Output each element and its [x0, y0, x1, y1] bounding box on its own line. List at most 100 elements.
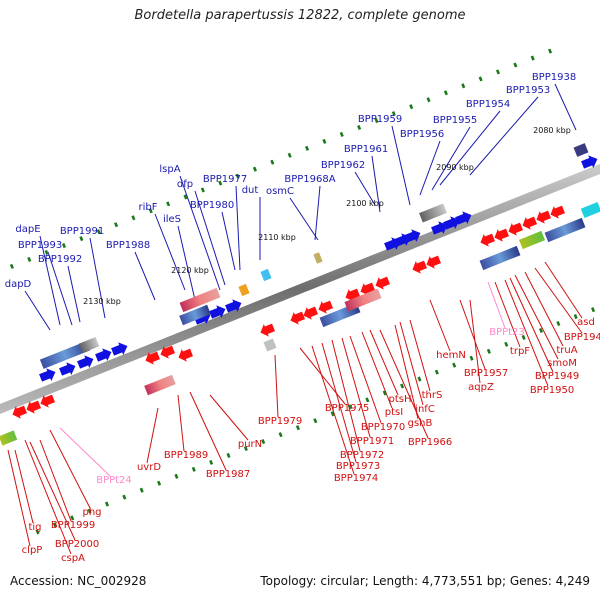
gene-label[interactable]: BPP1956: [400, 129, 444, 140]
gene-label[interactable]: BPP1977: [203, 174, 247, 185]
gene-label[interactable]: infC: [415, 404, 435, 415]
gene-label[interactable]: BPP1938: [532, 72, 576, 83]
forward-gene-arrow[interactable]: [110, 340, 130, 359]
forward-gene-arrow[interactable]: [442, 214, 462, 233]
gene-label[interactable]: BPPt23: [489, 327, 525, 338]
forward-gene-arrow[interactable]: [454, 209, 474, 228]
gene-label[interactable]: BPP1955: [433, 115, 477, 126]
label-leader-line: [524, 271, 564, 347]
forward-gene-arrow[interactable]: [76, 353, 96, 372]
gene-label[interactable]: BPP1992: [38, 254, 82, 265]
gene-label[interactable]: smoM: [547, 358, 577, 369]
forward-gene-arrow[interactable]: [38, 366, 58, 385]
gene-label[interactable]: BPP1959: [358, 114, 402, 125]
gene-label[interactable]: BPP1980: [190, 200, 234, 211]
reverse-gene-arrow[interactable]: [373, 274, 391, 292]
gene-label[interactable]: purN: [238, 439, 262, 450]
gene-label[interactable]: asd: [577, 317, 595, 328]
gene-label[interactable]: uvrD: [137, 462, 161, 473]
reverse-gene-arrow[interactable]: [143, 349, 161, 367]
reverse-gene-arrow[interactable]: [301, 304, 319, 322]
gene-label[interactable]: clpP: [22, 545, 43, 556]
gene-label[interactable]: BPP1946: [564, 332, 600, 343]
gene-label[interactable]: BPP1971: [350, 436, 394, 447]
gene-label[interactable]: BPP1957: [464, 368, 508, 379]
gene-label[interactable]: BPP1979: [258, 416, 302, 427]
gene-label[interactable]: BPP1954: [466, 99, 510, 110]
gene-label[interactable]: BPP1968A: [284, 174, 335, 185]
gene-label[interactable]: BPP1961: [344, 144, 388, 155]
scale-tick: [548, 48, 553, 54]
gene-label[interactable]: BPP1999: [51, 520, 95, 531]
gene-label[interactable]: dfp: [177, 179, 193, 190]
reverse-gene-arrow[interactable]: [10, 403, 28, 421]
reverse-gene-arrow[interactable]: [24, 398, 42, 416]
gene-label[interactable]: BPP1973: [336, 461, 380, 472]
gene-label[interactable]: cspA: [61, 553, 85, 564]
gene-label[interactable]: BPP1962: [321, 160, 365, 171]
gene-label[interactable]: aqpZ: [468, 382, 494, 393]
gene-label[interactable]: BPP1988: [106, 240, 150, 251]
gene-label[interactable]: lspA: [159, 164, 180, 175]
gene-label[interactable]: osmC: [266, 186, 294, 197]
reverse-gene-arrow[interactable]: [258, 321, 276, 339]
reverse-gene-arrow[interactable]: [506, 220, 524, 238]
gene-label[interactable]: thrS: [422, 390, 443, 401]
gene-label[interactable]: BPP1972: [340, 450, 384, 461]
gene-label[interactable]: BPP1975: [325, 403, 369, 414]
gene-label[interactable]: dapE: [15, 224, 40, 235]
label-leader-line: [534, 267, 583, 334]
reverse-gene-arrow[interactable]: [288, 309, 306, 327]
label-leader-line: [134, 251, 156, 301]
forward-gene-arrow[interactable]: [580, 153, 600, 172]
gene-label[interactable]: BPP1970: [361, 422, 405, 433]
gene-label[interactable]: BPP1974: [334, 473, 378, 484]
reverse-gene-arrow[interactable]: [492, 226, 510, 244]
forward-gene-arrow[interactable]: [94, 346, 114, 365]
label-leader-line: [391, 125, 411, 206]
forward-gene-arrow[interactable]: [403, 227, 423, 246]
gene-label[interactable]: ptsI: [385, 407, 403, 418]
reverse-gene-arrow[interactable]: [520, 214, 538, 232]
forward-gene-arrow[interactable]: [208, 303, 228, 322]
reverse-gene-arrow[interactable]: [410, 258, 428, 276]
gene-label[interactable]: BPP1953: [506, 85, 550, 96]
scale-tick: [409, 104, 414, 110]
reverse-gene-arrow[interactable]: [548, 203, 566, 221]
gene-label[interactable]: BPP1966: [408, 437, 452, 448]
reverse-gene-arrow[interactable]: [176, 346, 194, 364]
gene-label[interactable]: dapD: [5, 279, 32, 290]
reverse-gene-arrow[interactable]: [358, 280, 376, 298]
forward-gene-arrow[interactable]: [224, 297, 244, 316]
gene-label[interactable]: BPP1987: [206, 469, 250, 480]
gene-label[interactable]: ileS: [163, 214, 181, 225]
label-leader-line: [179, 175, 221, 291]
reverse-gene-arrow[interactable]: [343, 286, 361, 304]
reverse-gene-arrow[interactable]: [316, 298, 334, 316]
gene-label[interactable]: BPP1950: [530, 385, 574, 396]
gene-label[interactable]: phg: [82, 507, 101, 518]
gene-label[interactable]: BPP2000: [55, 539, 99, 550]
forward-gene-arrow[interactable]: [430, 219, 450, 238]
gene-label[interactable]: hemN: [436, 350, 466, 361]
gene-label[interactable]: ptsH: [389, 394, 412, 405]
gene-label[interactable]: BPP1989: [164, 450, 208, 461]
scale-tick: [591, 307, 596, 313]
gene-label[interactable]: trpF: [510, 346, 530, 357]
gene-label[interactable]: tig: [28, 522, 41, 533]
reverse-gene-arrow[interactable]: [424, 253, 442, 271]
label-leader-line: [419, 140, 441, 196]
gene-label[interactable]: BPPt24: [96, 475, 132, 486]
gene-label[interactable]: ribF: [139, 202, 158, 213]
gene-label[interactable]: BPP1949: [535, 371, 579, 382]
reverse-gene-arrow[interactable]: [38, 392, 56, 410]
gene-label[interactable]: gshB: [408, 418, 433, 429]
gene-label[interactable]: truA: [556, 345, 577, 356]
gene-label[interactable]: dut: [242, 185, 259, 196]
gene-label[interactable]: BPP1991: [60, 226, 104, 237]
reverse-gene-arrow[interactable]: [534, 208, 552, 226]
reverse-gene-arrow[interactable]: [478, 231, 496, 249]
reverse-gene-arrow[interactable]: [158, 343, 176, 361]
gene-label[interactable]: BPP1993: [18, 240, 62, 251]
forward-gene-arrow[interactable]: [58, 360, 78, 379]
